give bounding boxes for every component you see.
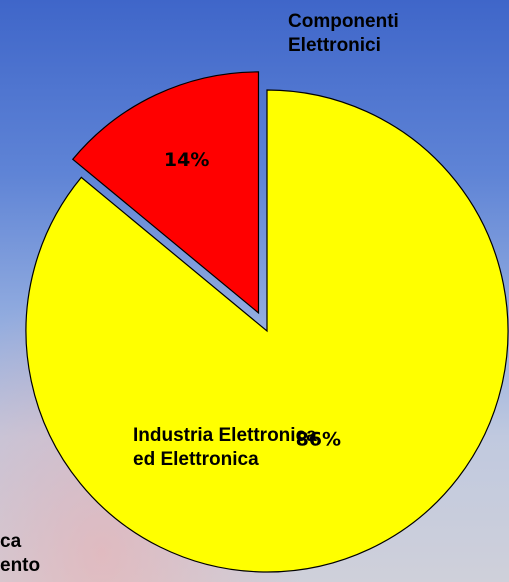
label-componenti: Componenti Elettronici [288, 10, 399, 58]
pie-slice-componenti [71, 71, 260, 315]
label-industria-line2: ed Elettronica [133, 449, 259, 470]
slice-value-label-industria: 86% [296, 429, 341, 451]
label-industria-line1: Industria Elettronica [133, 425, 317, 446]
label-cut-off: ca ento [0, 530, 40, 578]
label-cut-off-line1: ca [0, 531, 22, 552]
slice-value-label-componenti: 14% [164, 149, 209, 171]
label-componenti-line2: Elettronici [288, 35, 381, 56]
pie-slice-industria [25, 89, 509, 573]
label-cut-off-line2: ento [0, 555, 41, 576]
label-industria: Industria Elettronica ed Elettronica [133, 424, 317, 472]
label-componenti-line1: Componenti [288, 11, 399, 32]
